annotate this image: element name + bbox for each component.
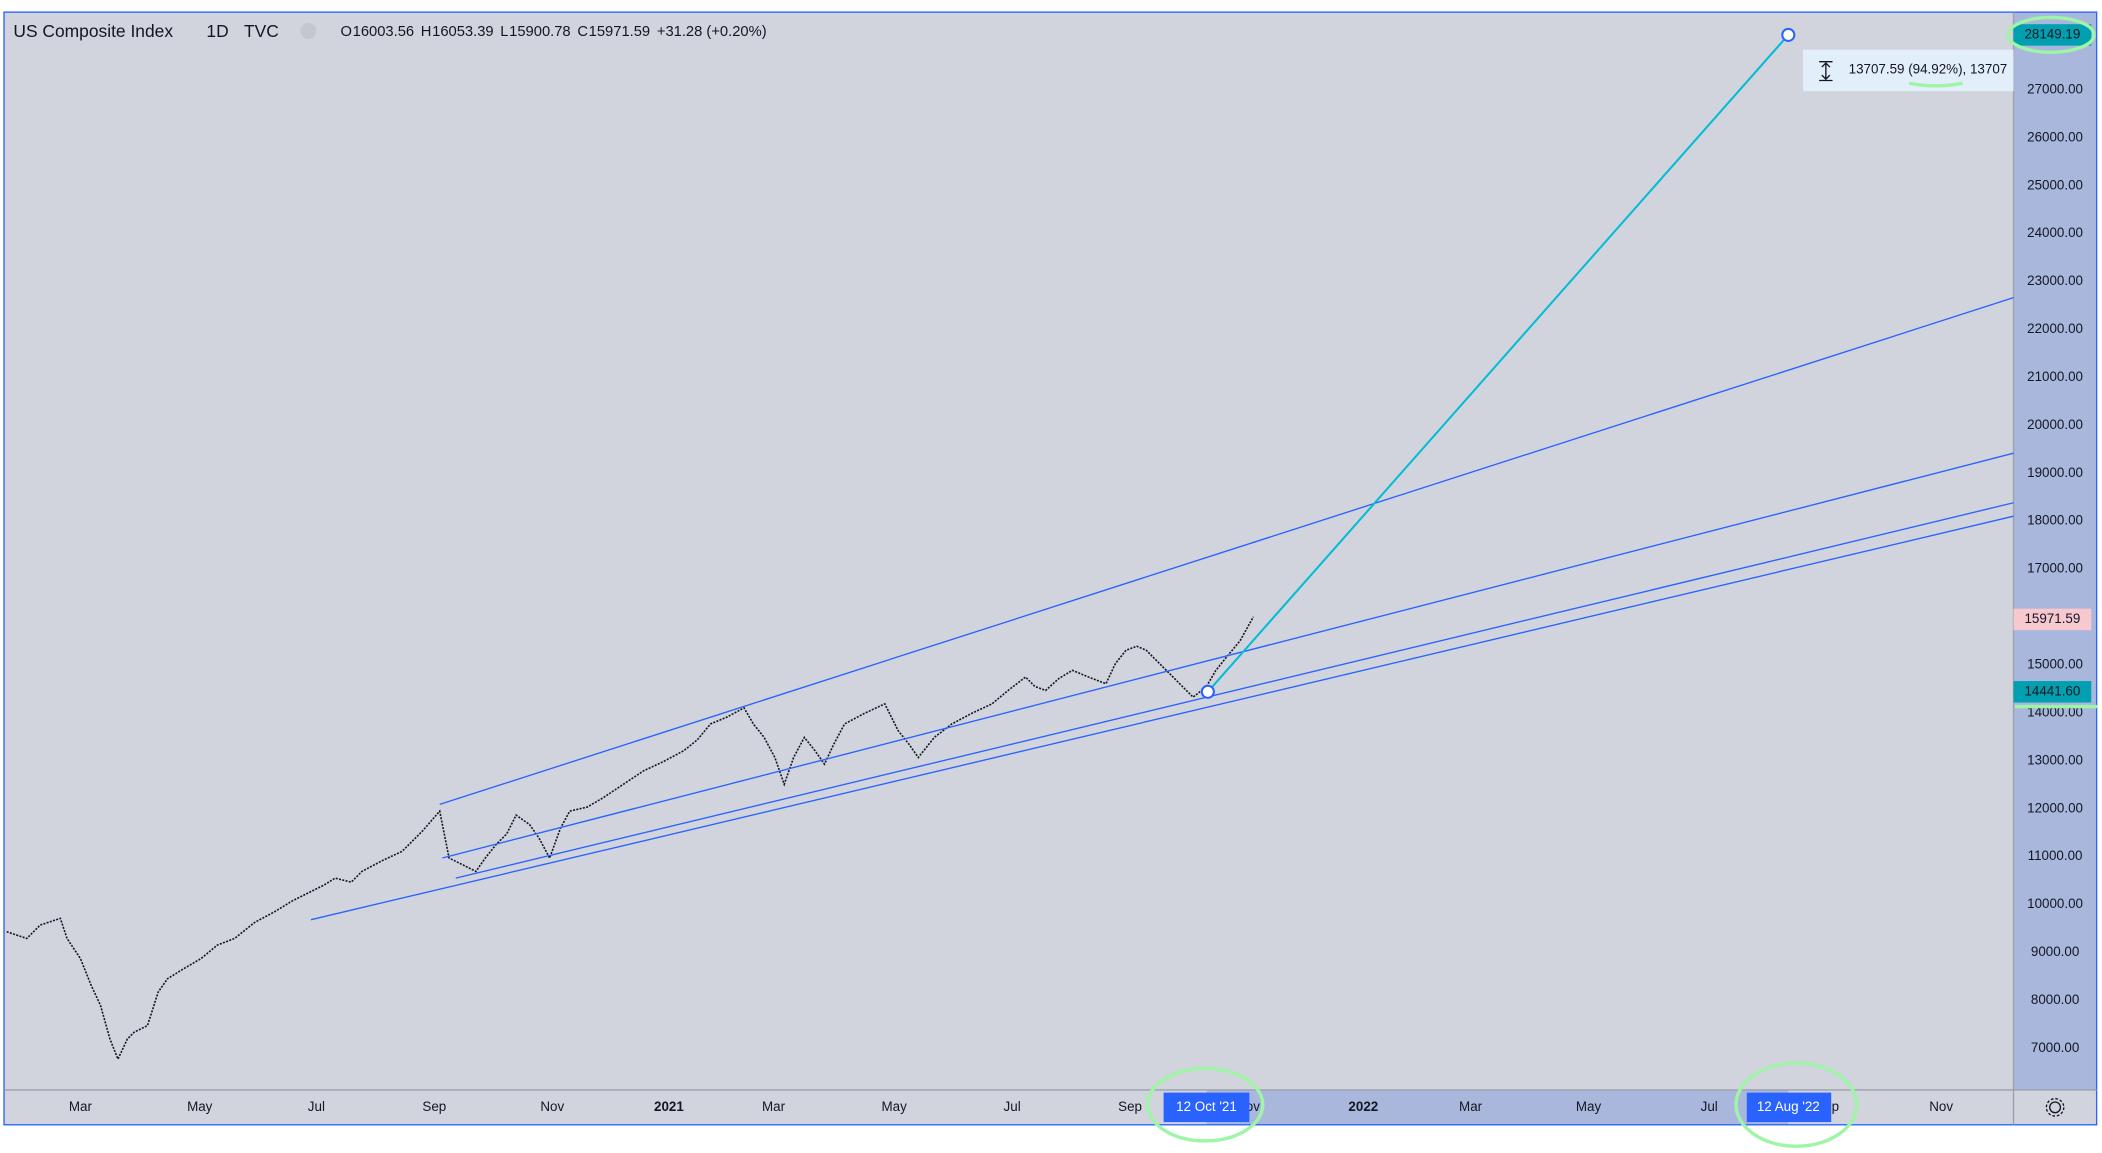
projection-line bbox=[1207, 34, 1790, 693]
trend-line bbox=[310, 515, 2014, 921]
settings-icon[interactable] bbox=[2045, 1097, 2065, 1117]
symbol-name: US Composite Index bbox=[13, 21, 173, 41]
start-price-label: 14441.60 bbox=[2024, 683, 2080, 698]
highlight bbox=[1145, 1066, 1265, 1143]
plot-area bbox=[4, 12, 2014, 1090]
measure-icon bbox=[1819, 61, 1833, 82]
time-axis-label: May bbox=[187, 1099, 213, 1114]
status-dot[interactable] bbox=[300, 22, 317, 39]
ohlc-value: 16053.39 bbox=[432, 24, 493, 40]
price-axis-label: 19000.00 bbox=[2027, 465, 2083, 480]
price-axis-label: 22000.00 bbox=[2027, 321, 2083, 336]
price-axis-label: 20000.00 bbox=[2027, 417, 2083, 432]
start-time-label: 12 Oct '21 bbox=[1176, 1099, 1237, 1114]
time-axis-label: Mar bbox=[69, 1099, 93, 1114]
time-axis-label: Mar bbox=[762, 1099, 786, 1114]
target-price-label: 28149.19 bbox=[2024, 26, 2080, 41]
settings-gear[interactable] bbox=[2045, 1097, 2065, 1117]
start-price-tag bbox=[2013, 681, 2092, 703]
price-axis-label: 15000.00 bbox=[2027, 657, 2083, 672]
interval: 1D bbox=[206, 21, 228, 41]
price-axis-label: 23000.00 bbox=[2027, 273, 2083, 288]
ohlc-key: C bbox=[577, 24, 588, 40]
measure-label: 13707.59 (94.92%), 13707 bbox=[1849, 61, 2008, 76]
time-axis-label: Nov bbox=[1929, 1099, 1953, 1114]
anchor-point[interactable] bbox=[1200, 684, 1215, 699]
price-axis-label: 12000.00 bbox=[2027, 800, 2083, 815]
last-price-label: 15971.59 bbox=[2024, 611, 2080, 626]
trend-line bbox=[439, 297, 2014, 806]
ohlc-value: 16003.56 bbox=[353, 24, 414, 40]
highlight bbox=[1734, 1061, 1859, 1148]
start-time-tag bbox=[1163, 1092, 1250, 1123]
price-axis-label: 9000.00 bbox=[2031, 944, 2079, 959]
price-axis-label: 26000.00 bbox=[2027, 129, 2083, 144]
ohlc-key: O bbox=[341, 24, 352, 40]
time-axis-label: May bbox=[881, 1099, 907, 1114]
anchor-point[interactable] bbox=[1781, 27, 1796, 42]
time-axis-selection bbox=[1206, 1089, 1789, 1125]
price-axis-label: 13000.00 bbox=[2027, 752, 2083, 767]
price-axis-label: 21000.00 bbox=[2027, 369, 2083, 384]
time-axis-label: Nov bbox=[540, 1099, 564, 1114]
ohlc-key: L bbox=[500, 24, 508, 40]
exchange: TVC bbox=[244, 21, 279, 41]
time-axis-label: Jul bbox=[1004, 1099, 1021, 1114]
end-time-tag bbox=[1746, 1092, 1832, 1123]
trend-line bbox=[442, 452, 2014, 859]
time-axis-label: Sep bbox=[1118, 1099, 1142, 1114]
price-axis-label: 7000.00 bbox=[2031, 1040, 2079, 1055]
ohlc-key: H bbox=[421, 24, 432, 40]
price-axis-label: 17000.00 bbox=[2027, 561, 2083, 576]
price-axis-selection bbox=[2013, 12, 2097, 1090]
price-axis-label: 27000.00 bbox=[2027, 81, 2083, 96]
measure-box bbox=[1803, 49, 2014, 92]
price-axis-label: 11000.00 bbox=[2028, 848, 2083, 863]
price-axis-label: 8000.00 bbox=[2031, 992, 2079, 1007]
price-axis-label: 25000.00 bbox=[2027, 177, 2083, 192]
highlight bbox=[2006, 15, 2096, 55]
time-axis-label: 2022 bbox=[1348, 1099, 1378, 1114]
ohlc-value: 15971.59 bbox=[589, 24, 650, 40]
ohlc-value: 15900.78 bbox=[509, 24, 570, 40]
price-axis-label: 24000.00 bbox=[2027, 225, 2083, 240]
change-value: +31.28 (+0.20%) bbox=[657, 24, 767, 40]
price-axis-label: 10000.00 bbox=[2027, 896, 2083, 911]
time-axis-label: Sep bbox=[422, 1099, 446, 1114]
time-axis-label: 2021 bbox=[654, 1099, 684, 1114]
price-axis-label: 18000.00 bbox=[2027, 513, 2083, 528]
last-price-tag bbox=[2013, 608, 2092, 631]
window-border bbox=[3, 11, 2098, 1126]
highlight bbox=[1908, 81, 2098, 709]
time-axis-label: Jul bbox=[1701, 1099, 1718, 1114]
end-time-label: 12 Aug '22 bbox=[1757, 1099, 1820, 1114]
time-axis-label: May bbox=[1576, 1099, 1602, 1114]
time-axis-label: Mar bbox=[1459, 1099, 1483, 1114]
time-axis-label: Jul bbox=[308, 1099, 325, 1114]
target-price-tag bbox=[2013, 24, 2092, 46]
settings-gear[interactable] bbox=[2049, 1101, 2062, 1114]
price-bars bbox=[6, 616, 1255, 1062]
trend-line bbox=[455, 502, 2014, 879]
